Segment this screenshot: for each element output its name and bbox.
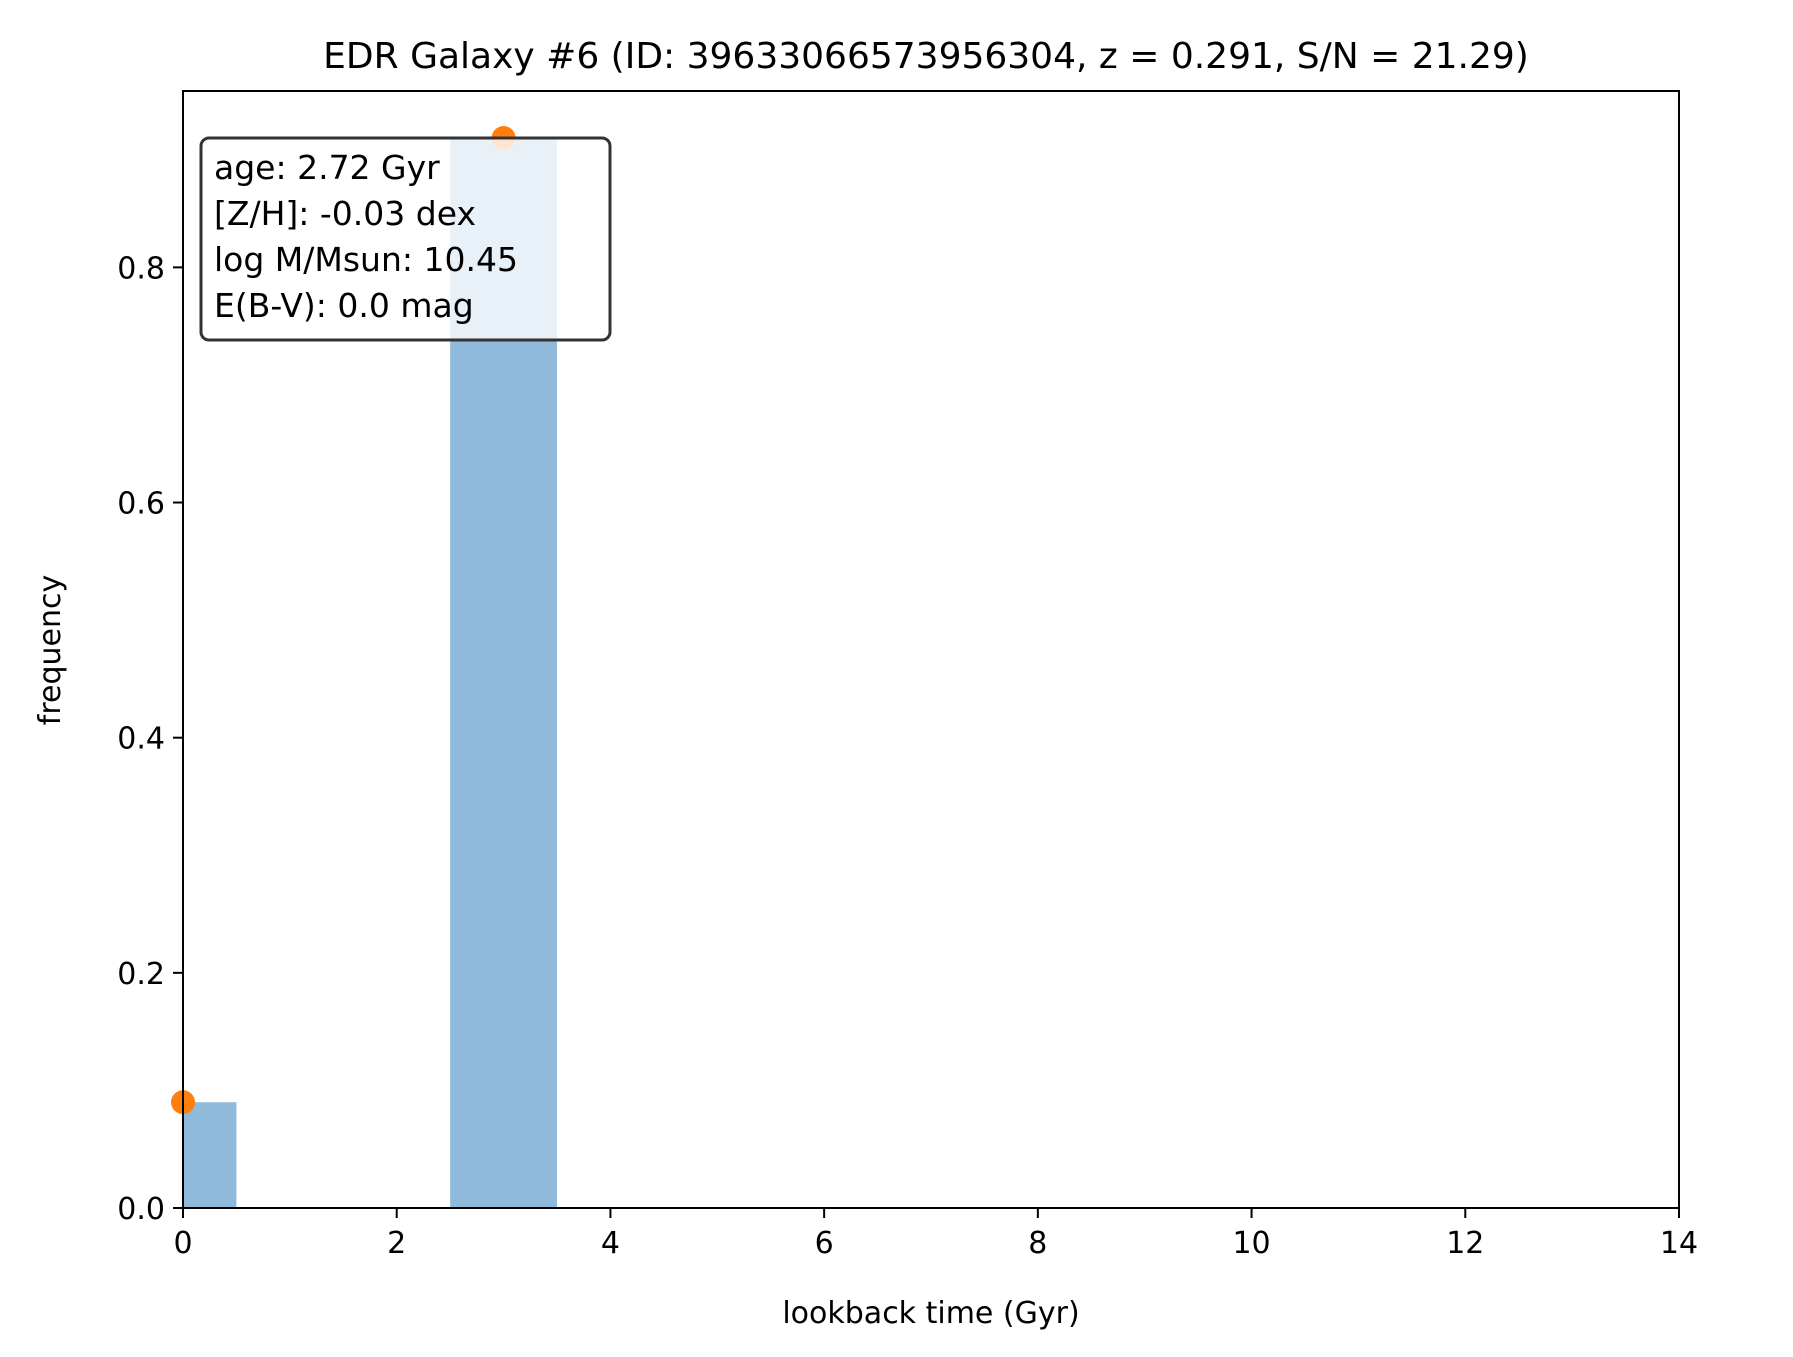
x-tick-label: 8 — [1028, 1226, 1047, 1261]
y-tick-label: 0.2 — [117, 957, 165, 992]
info-box: age: 2.72 Gyr [Z/H]: -0.03 dex log M/Msu… — [199, 136, 612, 342]
x-tick-label: 10 — [1232, 1226, 1270, 1261]
y-tick-label: 0.4 — [117, 722, 165, 757]
chart-title: EDR Galaxy #6 (ID: 39633066573956304, z … — [323, 36, 1529, 77]
x-axis-ticks: 0 2 4 6 8 10 12 14 — [173, 1208, 1698, 1261]
histogram-bar — [183, 1102, 237, 1208]
info-mass: log M/Msun: 10.45 — [214, 240, 518, 279]
x-tick-label: 12 — [1446, 1226, 1484, 1261]
info-age: age: 2.72 Gyr — [214, 148, 440, 187]
x-tick-label: 14 — [1660, 1226, 1698, 1261]
x-tick-label: 2 — [387, 1226, 406, 1261]
info-metallicity: [Z/H]: -0.03 dex — [214, 194, 476, 233]
y-tick-label: 0.8 — [117, 251, 165, 286]
y-tick-label: 0.6 — [117, 487, 165, 522]
x-tick-label: 0 — [173, 1226, 192, 1261]
plot-frame — [182, 90, 1680, 1209]
info-reddening: E(B-V): 0.0 mag — [214, 286, 474, 325]
x-axis-label: lookback time (Gyr) — [782, 1296, 1079, 1331]
y-axis-ticks: 0.0 0.2 0.4 0.6 0.8 — [117, 251, 183, 1227]
x-tick-label: 6 — [815, 1226, 834, 1261]
y-tick-label: 0.0 — [117, 1192, 165, 1227]
info-box-frame — [199, 136, 612, 342]
x-tick-label: 4 — [601, 1226, 620, 1261]
y-axis-label: frequency — [33, 575, 68, 725]
